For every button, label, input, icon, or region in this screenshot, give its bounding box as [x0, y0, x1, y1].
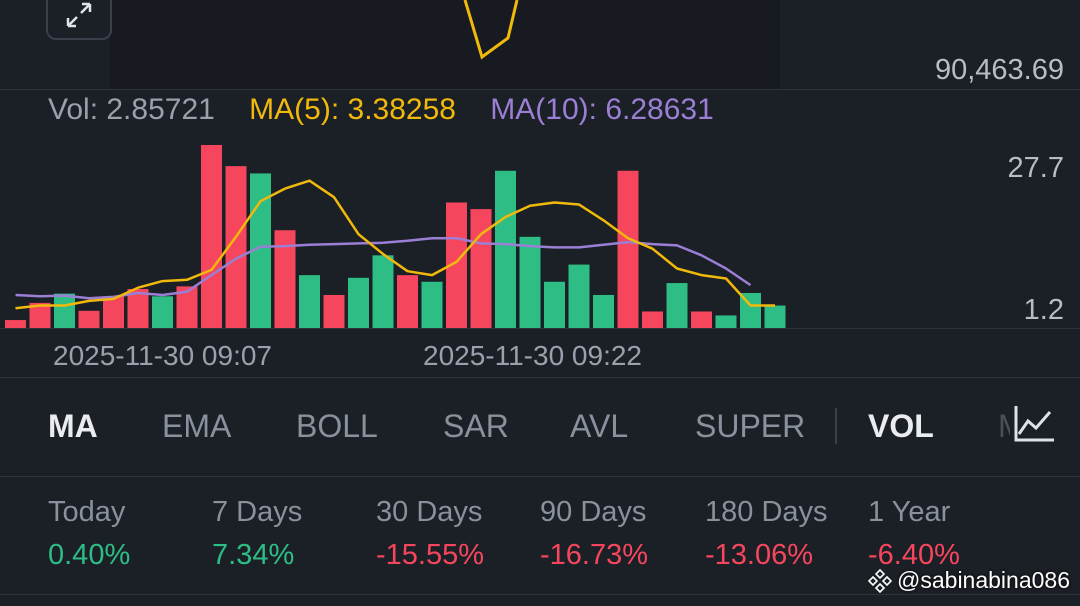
tab-super[interactable]: SUPER: [695, 408, 806, 444]
volume-bar: [568, 264, 590, 328]
tab-divider: [835, 408, 837, 444]
volume-value: Vol: 2.85721: [48, 93, 215, 126]
perf-value: 7.34%: [212, 539, 295, 571]
perf-value: 0.40%: [48, 539, 131, 571]
volume-bar: [740, 292, 761, 328]
volume-bar: [176, 286, 198, 328]
volume-bar: [29, 302, 51, 328]
perf-7days: 7 Days 7.34%: [212, 496, 302, 572]
volume-axis-min: 1.2: [1023, 294, 1064, 326]
tab-ema[interactable]: EMA: [162, 408, 232, 444]
divider: [0, 594, 1080, 595]
ma5-value: MA(5): 3.38258: [249, 93, 456, 126]
time-label: 2025-11-30 09:22: [423, 340, 642, 371]
volume-bar: [715, 315, 737, 328]
volume-bar: [666, 283, 688, 328]
line-chart-settings-icon: [1014, 406, 1054, 442]
volume-axis-max: 27.7: [1007, 152, 1064, 184]
volume-bar: [323, 294, 345, 328]
divider: [0, 476, 1080, 477]
volume-legend: Vol: 2.85721 MA(5): 3.38258 MA(10): 6.28…: [48, 93, 740, 127]
chart-settings-button[interactable]: [1010, 404, 1058, 446]
perf-period: 180 Days: [705, 496, 828, 528]
watermark: @sabinabina086: [867, 567, 1070, 594]
perf-value: -16.73%: [540, 539, 649, 571]
tab-vol[interactable]: VOL: [868, 408, 934, 444]
perf-period: 7 Days: [212, 496, 303, 528]
tab-boll[interactable]: BOLL: [296, 408, 378, 444]
tab-sar[interactable]: SAR: [443, 408, 509, 444]
perf-period: 90 Days: [540, 496, 647, 528]
volume-bar: [103, 296, 124, 328]
volume-bar: [544, 281, 565, 328]
volume-bar: [299, 275, 320, 328]
price-chart-panel: [110, 0, 780, 90]
watermark-text: @sabinabina086: [897, 567, 1070, 593]
volume-bar: [519, 236, 541, 328]
volume-bar: [764, 305, 786, 328]
volume-bar: [78, 310, 100, 328]
perf-1year: 1 Year -6.40%: [868, 496, 960, 572]
perf-period: Today: [48, 496, 126, 528]
time-label: 2025-11-30 09:07: [53, 340, 272, 371]
volume-bar: [372, 255, 394, 328]
volume-bar: [225, 166, 247, 328]
price-chart-area[interactable]: 90,463.69: [0, 0, 1080, 90]
volume-bar: [274, 230, 296, 328]
volume-bar: [421, 281, 443, 328]
perf-today: Today 0.40%: [48, 496, 130, 572]
expand-button[interactable]: [46, 0, 112, 40]
volume-bar: [127, 289, 149, 328]
volume-bar: [54, 293, 75, 328]
volume-bar: [446, 202, 467, 328]
tab-ma[interactable]: MA: [48, 408, 98, 444]
volume-bar: [152, 296, 173, 328]
price-axis-label: 90,463.69: [934, 54, 1064, 86]
binance-logo-icon: [867, 568, 893, 593]
perf-180days: 180 Days -13.06%: [705, 496, 828, 572]
perf-value: -6.40%: [868, 539, 960, 571]
ma5-line: [15, 179, 775, 310]
perf-period: 1 Year: [868, 496, 951, 528]
ma10-line: [15, 236, 752, 300]
volume-bar: [617, 170, 639, 328]
volume-bar: [495, 170, 516, 328]
ma10-value: MA(10): 6.28631: [490, 93, 714, 126]
perf-90days: 90 Days -16.73%: [540, 496, 648, 572]
perf-value: -15.55%: [376, 539, 485, 571]
volume-bar: [201, 145, 222, 328]
perf-value: -13.06%: [705, 539, 814, 571]
divider: [0, 89, 1080, 90]
price-line: [463, 0, 519, 60]
perf-30days: 30 Days -15.55%: [376, 496, 484, 572]
performance-stats: Today 0.40% 7 Days 7.34% 30 Days -15.55%…: [0, 478, 1080, 598]
volume-bar: [691, 311, 712, 328]
volume-chart[interactable]: [0, 130, 1080, 330]
price-line-svg: [463, 0, 519, 60]
volume-bar: [593, 294, 614, 328]
expand-arrows-icon: [66, 2, 92, 28]
perf-period: 30 Days: [376, 496, 483, 528]
volume-baseline: [0, 328, 1080, 329]
volume-bar: [348, 277, 369, 328]
volume-bar: [642, 311, 663, 328]
volume-bar: [5, 320, 26, 328]
divider: [0, 377, 1080, 378]
indicator-tabs: MA EMA BOLL SAR AVL SUPER VOL M: [0, 390, 1080, 470]
volume-bar: [250, 173, 271, 328]
volume-bar: [397, 275, 418, 328]
volume-bar: [470, 209, 492, 328]
tab-avl[interactable]: AVL: [570, 408, 629, 444]
